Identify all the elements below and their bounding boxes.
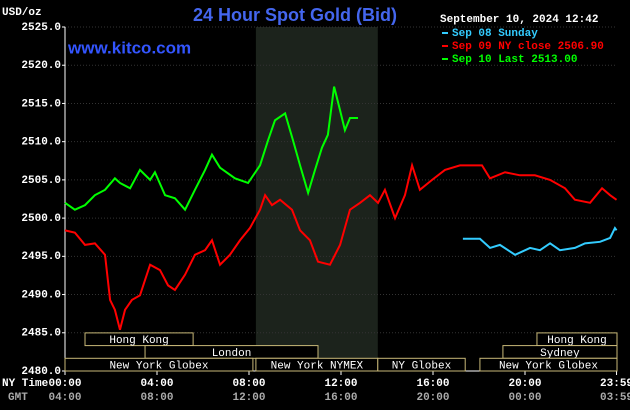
session-shade: [255, 27, 378, 371]
market-label: New York Globex: [499, 361, 598, 373]
market-box: [64, 357, 254, 372]
legend-label: Sep 08 Sunday: [452, 28, 538, 40]
y-unit: USD/oz: [2, 7, 42, 19]
y-tick-label: 2490.0: [21, 289, 61, 301]
x2-tick-label: 03:59: [600, 392, 630, 404]
market-label: Sydney: [540, 348, 580, 360]
y-tick-label: 2485.0: [21, 328, 61, 340]
x-tick-label: 00:00: [48, 378, 81, 390]
legend-label: Sep 09 NY close 2506.90: [452, 41, 604, 53]
x-axis-label: NY Time: [2, 378, 49, 390]
x-tick-label: 08:00: [232, 378, 265, 390]
y-tick-label: 2510.0: [21, 137, 61, 149]
price-line: [462, 226, 618, 256]
y-tick-label: 2495.0: [21, 251, 61, 263]
timestamp: September 10, 2024 12:42: [440, 14, 598, 26]
y-tick-label: 2525.0: [21, 22, 61, 34]
x2-tick-label: 04:00: [48, 392, 81, 404]
x-tick-label: 16:00: [416, 378, 449, 390]
x2-tick-label: 00:00: [508, 392, 541, 404]
x2-tick-label: 16:00: [324, 392, 357, 404]
x2-tick-label: 12:00: [232, 392, 265, 404]
price-line: [64, 161, 618, 330]
price-line: [64, 86, 359, 212]
market-label: New York Globex: [109, 361, 208, 373]
market-box: [377, 357, 466, 372]
y-tick-label: 2480.0: [21, 366, 61, 378]
y-tick-label: 2520.0: [21, 60, 61, 72]
y-tick-label: 2515.0: [21, 98, 61, 110]
x2-axis-label: GMT: [8, 392, 28, 404]
x-tick-label: 20:00: [508, 378, 541, 390]
chart-title: 24 Hour Spot Gold (Bid): [193, 5, 397, 25]
market-label: London: [212, 348, 252, 360]
y-tick-label: 2505.0: [21, 175, 61, 187]
market-box: [84, 332, 194, 347]
x-tick-label: 23:59: [600, 378, 630, 390]
market-label: Hong Kong: [109, 335, 168, 347]
market-label: Hong Kong: [547, 335, 606, 347]
x-tick-label: 04:00: [140, 378, 173, 390]
market-label: NY Globex: [392, 361, 452, 373]
y-tick-label: 2500.0: [21, 213, 61, 225]
legend-label: Sep 10 Last 2513.00: [452, 54, 577, 66]
x2-tick-label: 08:00: [140, 392, 173, 404]
watermark: www.kitco.com: [67, 38, 191, 57]
market-label: New York NYMEX: [271, 361, 364, 373]
market-box: [479, 357, 618, 372]
x-tick-label: 12:00: [324, 378, 357, 390]
x2-tick-label: 20:00: [416, 392, 449, 404]
